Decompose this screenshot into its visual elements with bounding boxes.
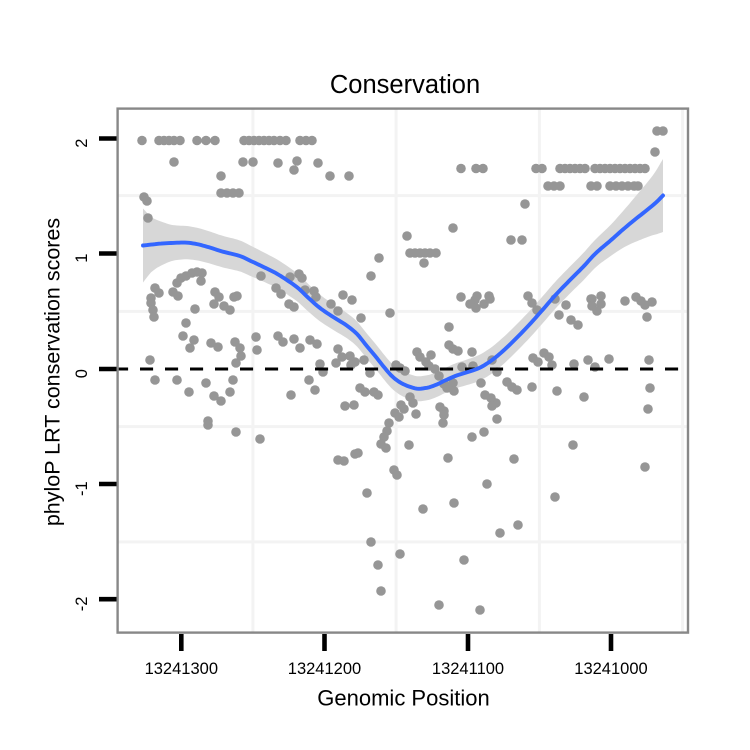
svg-text:-2: -2 <box>73 597 91 612</box>
svg-text:13241000: 13241000 <box>574 660 647 678</box>
svg-text:13241100: 13241100 <box>432 660 504 678</box>
svg-text:phyloP LRT conservation scores: phyloP LRT conservation scores <box>41 218 65 526</box>
svg-text:13241300: 13241300 <box>145 660 218 678</box>
svg-text:Genomic Position: Genomic Position <box>317 686 489 711</box>
svg-text:-1: -1 <box>73 481 91 496</box>
svg-text:1: 1 <box>73 254 91 263</box>
svg-text:0: 0 <box>73 369 91 378</box>
svg-text:Conservation: Conservation <box>330 71 480 99</box>
svg-text:2: 2 <box>73 139 91 148</box>
svg-text:13241200: 13241200 <box>288 660 361 678</box>
